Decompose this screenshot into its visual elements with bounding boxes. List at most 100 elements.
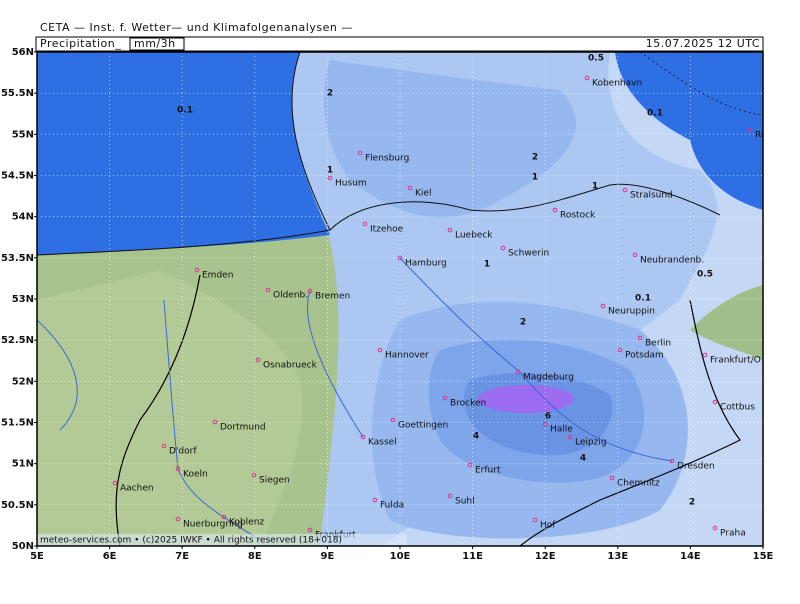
city-label: Stralsund: [630, 191, 673, 201]
city-label: Rostock: [560, 211, 596, 221]
lat-label: 55N: [12, 129, 34, 140]
map-area: Kobenhavn Ronne Flensburg Husum Kiel Rostock S…: [37, 52, 784, 546]
baltic-sea: [615, 52, 763, 210]
city-label: Leipzig: [575, 438, 607, 448]
city-label: Erfurt: [475, 466, 501, 476]
city-label: Koblenz: [229, 518, 264, 528]
city-marker: [251, 472, 257, 478]
city-label: Frankfurt/O: [710, 356, 761, 366]
contour-label: 6: [545, 412, 551, 422]
city-marker: [377, 347, 383, 353]
city-label: Koeln: [183, 470, 208, 480]
city-marker: [712, 399, 718, 405]
contour-label: 0.1: [635, 294, 651, 304]
city-marker: [600, 303, 606, 309]
city-marker: [442, 395, 448, 401]
city-marker: [362, 221, 368, 227]
city-marker: [112, 480, 118, 486]
city-label: Potsdam: [625, 351, 664, 361]
city-marker: [447, 227, 453, 233]
lon-label: 6E: [103, 551, 117, 562]
city-marker: [532, 517, 538, 523]
contour-label: 1: [532, 173, 538, 183]
city-marker: [390, 417, 396, 423]
city-label: Neuruppin: [608, 307, 655, 317]
city-marker: [712, 525, 718, 531]
unit-box: [129, 37, 185, 51]
land-west-2: [37, 270, 302, 546]
city-label: Flensburg: [365, 154, 409, 164]
coastline: [37, 52, 331, 256]
contour-label: 1: [484, 260, 490, 270]
city-label: Chemnitz: [617, 479, 660, 489]
lon-label: 11E: [462, 551, 483, 562]
city-label: Suhl: [455, 497, 475, 507]
lat-label: 53N: [12, 294, 34, 305]
city-label: Kiel: [415, 189, 431, 199]
city-label: Emden: [202, 271, 233, 281]
city-marker: [307, 527, 313, 533]
city-label: Aachen: [120, 484, 154, 494]
city-marker: [609, 475, 615, 481]
city-label: Berlin: [645, 339, 671, 349]
lon-label: 14E: [680, 551, 701, 562]
lat-label: 53.5N: [1, 253, 34, 264]
river: [37, 319, 78, 431]
lon-label: 7E: [175, 551, 189, 562]
valid-time: 15.07.2025 12 UTC: [646, 37, 760, 50]
coastline: [329, 183, 721, 231]
city-marker: [194, 267, 200, 273]
city-label: D'dorf: [169, 447, 197, 457]
city-marker: [447, 493, 453, 499]
city-label: Kassel: [368, 438, 397, 448]
city-label: Magdeburg: [523, 373, 574, 383]
city-label: Itzehoe: [370, 225, 404, 235]
contour-label: 2: [689, 498, 695, 508]
city-marker: [307, 288, 313, 294]
city-label: Oldenb.: [273, 291, 308, 301]
footer-bg: [37, 534, 407, 546]
city-marker: [161, 443, 167, 449]
lat-label: 51N: [12, 459, 34, 470]
city-marker: [542, 421, 548, 427]
city-marker: [584, 75, 590, 81]
city-label: Husum: [335, 179, 367, 189]
city-label: Osnabrueck: [263, 361, 318, 371]
city-marker: [175, 516, 181, 522]
contour-label: 0.5: [588, 54, 604, 64]
title-bar: [35, 36, 764, 52]
city-label: Cottbus: [720, 403, 755, 413]
city-marker: [617, 347, 623, 353]
city-marker: [637, 335, 643, 341]
river: [306, 290, 364, 438]
land-east: [690, 285, 763, 360]
city-marker: [360, 434, 366, 440]
city-marker: [500, 245, 506, 251]
city-label: Dortmund: [220, 423, 266, 433]
lon-label: 15E: [753, 551, 774, 562]
lon-label: 5E: [30, 551, 44, 562]
city-label: Ronne: [755, 131, 784, 141]
lat-label: 51.5N: [1, 418, 34, 429]
lat-label: 52N: [12, 376, 34, 387]
footer: meteo-services.com • (c)2025 IWKF • All …: [40, 536, 342, 546]
city-label: Brocken: [450, 399, 486, 409]
variable: Precipitation_: [40, 37, 121, 50]
contour-label: 2: [532, 153, 538, 163]
city-label: Hannover: [385, 351, 429, 361]
unit: mm/3h: [134, 37, 176, 50]
lat-label: 50.5N: [1, 500, 34, 511]
contour-label: 0.1: [647, 109, 663, 119]
contour-label: 2: [327, 89, 333, 99]
city-marker: [669, 458, 675, 464]
city-marker: [515, 369, 521, 375]
city-label: Goettingen: [398, 421, 448, 431]
city-marker: [175, 466, 181, 472]
city-marker: [372, 497, 378, 503]
city-label: Hamburg: [405, 259, 447, 269]
lon-label: 12E: [535, 551, 556, 562]
city-label: Kobenhavn: [592, 79, 642, 89]
precip-1a: [324, 60, 577, 218]
city-label: Nuerburgring: [183, 520, 243, 530]
city-marker: [255, 357, 261, 363]
